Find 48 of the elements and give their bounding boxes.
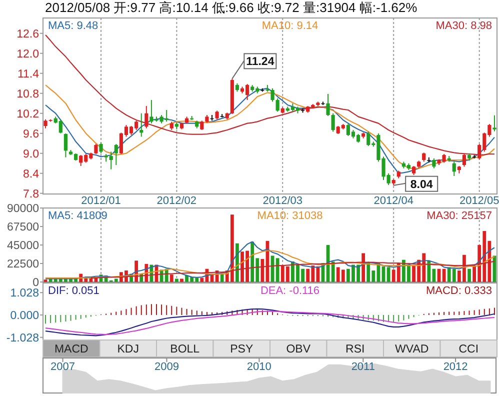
y-tick-label: 45000 (7, 240, 39, 252)
x-tick-label: 2010 (246, 361, 272, 373)
text: BOLL (170, 344, 200, 356)
text: MA5: 41809 (48, 210, 108, 222)
y-tick-label: 10.2 (16, 108, 39, 120)
text: MACD (54, 344, 88, 356)
x-tick-label: 2012/01 (81, 195, 121, 207)
series-label: MACD: 0.333 (426, 285, 492, 297)
y-tick-label: 8.4 (23, 168, 40, 180)
x-tick-label: 2012/02 (156, 195, 197, 207)
y-tick-label: 0 (32, 277, 39, 289)
annotation: 11.24 (246, 56, 275, 68)
text: MA30: 8.98 (436, 20, 492, 32)
text: OBV (286, 344, 311, 356)
x-tick-label: 2012/04 (374, 195, 414, 207)
x-tick-label: 2012/03 (262, 195, 302, 207)
y-tick-label: 12.6 (16, 28, 39, 40)
x-tick-label: 2011 (351, 361, 375, 373)
text: MA5: 9.48 (48, 20, 98, 32)
y-tick-label: 9.6 (23, 128, 39, 140)
text: WVAD (395, 344, 429, 356)
text: MA10: 9.14 (262, 20, 318, 32)
y-tick-label: 90000 (7, 203, 39, 215)
y-tick-label: -1.028 (6, 332, 39, 344)
y-tick-label: 67500 (7, 222, 39, 234)
text: MA30: 25157 (426, 210, 492, 222)
y-tick-label: 7.8 (23, 188, 39, 200)
y-tick-label: 11.4 (17, 68, 40, 80)
y-tick-label: 12.0 (16, 48, 39, 60)
y-tick-label: 10.8 (16, 88, 39, 100)
y-tick-label: 1.028 (10, 288, 39, 300)
x-tick-label: 2009 (154, 361, 179, 373)
annotation: 8.04 (410, 178, 434, 191)
x-tick-label: 2012 (443, 361, 468, 373)
text: CCI (458, 344, 479, 356)
y-tick-label: 9.0 (23, 148, 39, 160)
text: PSY (230, 344, 254, 356)
y-tick-label: 22500 (7, 258, 39, 270)
x-tick-label: 2007 (50, 361, 76, 373)
series-label: DEA: -0.116 (260, 285, 320, 297)
y-tick-label: 0.000 (10, 310, 39, 322)
text: KDJ (117, 344, 139, 356)
text: MA10: 31038 (257, 210, 323, 222)
x-tick-label: 2012/05 (459, 195, 499, 207)
chart-title: 2012/05/08 开:9.77 高:10.14 低:9.66 收:9.72 量:31904 幅:-1.62% (45, 0, 418, 15)
text: DIF: 0.051 (48, 285, 100, 297)
text: RSI (346, 344, 365, 356)
annotation-box: 11.24 (232, 53, 277, 80)
